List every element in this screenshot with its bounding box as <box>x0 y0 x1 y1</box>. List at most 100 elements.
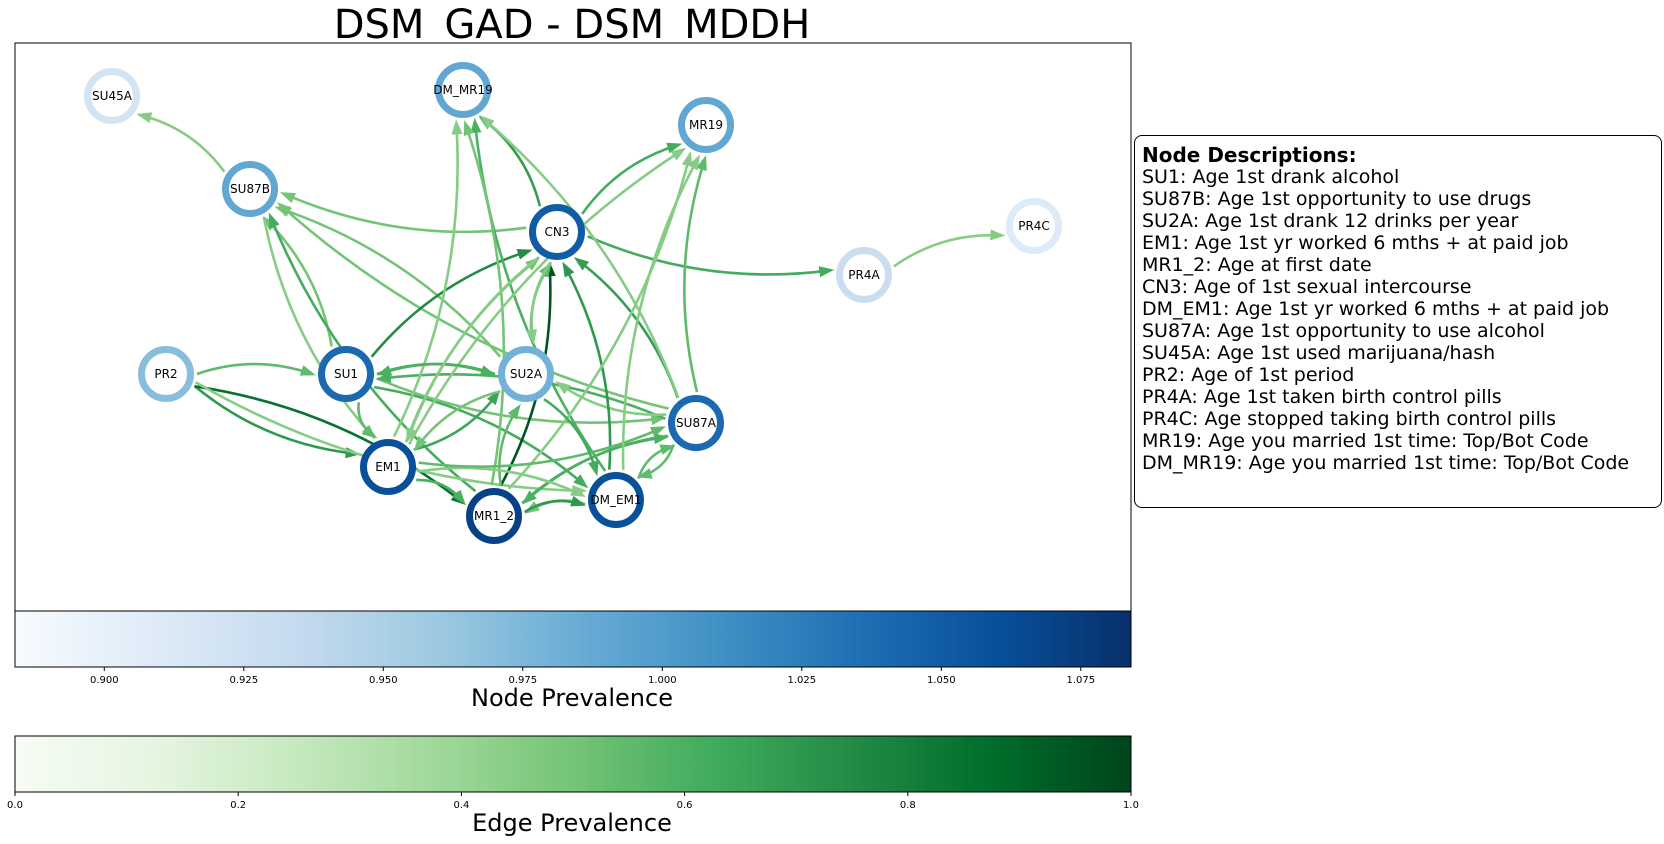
node-ring <box>84 68 140 124</box>
legend-title: Node Descriptions: <box>1142 143 1357 167</box>
node-DM_EM1: DM_EM1 <box>588 472 644 528</box>
edge-EM1-to-DM_MR19 <box>392 123 459 438</box>
colorbar-tick-label: 0.0 <box>7 800 23 811</box>
legend-item: SU87A: Age 1st opportunity to use alcoho… <box>1142 320 1545 342</box>
node-label: PR4A <box>848 268 880 282</box>
graph-panel <box>14 42 1132 612</box>
node-label: DM_MR19 <box>433 83 493 97</box>
node-colorbar-ticks: 0.900 0.925 0.950 0.975 1.000 1.025 1.050 1.075 <box>90 667 1095 686</box>
node-label: EM1 <box>375 460 401 474</box>
node-MR19: MR19 <box>678 97 734 153</box>
node-ring <box>222 161 278 217</box>
node-label: PR2 <box>154 367 177 381</box>
edge-arrowhead <box>507 403 521 420</box>
node-ring <box>318 346 374 402</box>
edge-arrowhead <box>659 444 676 455</box>
colorbar-tick-label: 0.925 <box>229 675 258 686</box>
node-SU87B: SU87B <box>222 161 278 217</box>
edge-arrowhead <box>413 435 428 452</box>
colorbar-tick-label: 0.2 <box>230 800 246 811</box>
node-SU87A: SU87A <box>668 395 724 451</box>
edge-arrowhead <box>280 192 296 204</box>
edge-EM1-to-SU87A <box>418 426 663 468</box>
node-label: SU87B <box>230 182 270 196</box>
colorbar-tick-label: 1.000 <box>648 675 677 686</box>
colorbar-tick-label: 0.6 <box>677 800 693 811</box>
node-label: CN3 <box>545 225 570 239</box>
node-ring <box>668 395 724 451</box>
node-ring <box>678 97 734 153</box>
legend-item: MR19: Age you married 1st time: Top/Bot … <box>1142 430 1589 452</box>
legend-item: EM1: Age 1st yr worked 6 mths + at paid … <box>1142 232 1569 254</box>
edge-colorbar-label: Edge Prevalence <box>472 809 672 837</box>
node-ring <box>498 346 554 402</box>
colorbar-tick-label: 1.050 <box>927 675 956 686</box>
node-ring <box>529 204 585 260</box>
edge-arrowhead <box>299 365 316 376</box>
node-colorbar-label: Node Prevalence <box>471 684 673 712</box>
graph-nodes: SU45A DM_MR19 MR19 SU87B CN3 PR4C PR4A PR2 SU1 SU… <box>84 62 1062 544</box>
edge-arrowhead <box>277 202 292 217</box>
edge-PR2-to-SU1 <box>196 362 313 376</box>
edge-arrowhead <box>990 229 1006 241</box>
node-DM_MR19: DM_MR19 <box>433 62 493 118</box>
node-PR2: PR2 <box>138 346 194 402</box>
node-SU45A: SU45A <box>84 68 140 124</box>
edge-SU87A-to-DM_MR19 <box>481 116 680 399</box>
node-prevalence-colorbar <box>14 610 1132 668</box>
node-ring <box>360 439 416 495</box>
node-SU2A: SU2A <box>498 346 554 402</box>
edge-CN3-to-EM1 <box>406 256 540 440</box>
edge-arrowhead <box>573 474 589 489</box>
edge-arrowhead <box>555 381 571 395</box>
node-EM1: EM1 <box>360 439 416 495</box>
edge-arrowhead <box>688 154 700 171</box>
edge-arrowhead <box>570 485 586 497</box>
edge-arrowhead <box>650 426 667 438</box>
colorbar-tick-label: 1.0 <box>1123 800 1139 811</box>
edge-EM1-to-DM_EM1 <box>418 466 583 497</box>
edge-arrowhead <box>670 147 687 161</box>
node-label: MR1_2 <box>474 509 514 523</box>
edge-arrowhead <box>562 261 575 278</box>
node-ring <box>588 472 644 528</box>
legend-item: SU2A: Age 1st drank 12 drinks per year <box>1142 210 1519 232</box>
edge-DM_EM1-to-DM_MR19 <box>473 121 607 472</box>
edge-PR2-to-EM1 <box>193 384 357 456</box>
node-label: SU2A <box>510 367 543 381</box>
legend-item: SU87B: Age 1st opportunity to use drugs <box>1142 188 1532 210</box>
edge-arrowhead <box>696 155 707 172</box>
legend-item: PR4A: Age 1st taken birth control pills <box>1142 386 1502 408</box>
edge-arrowhead <box>588 460 599 477</box>
edge-SU1-to-CN3 <box>370 249 530 358</box>
edge-arrowhead <box>636 468 653 479</box>
edge-arrowhead <box>486 389 501 406</box>
edge-arrowhead <box>666 142 683 154</box>
colorbar-tick-label: 0.900 <box>90 675 119 686</box>
node-label: SU45A <box>92 89 133 103</box>
colorbar-tick-label: 0.975 <box>508 675 537 686</box>
colorbar-tick-label: 0.8 <box>900 800 916 811</box>
legend-item: DM_EM1: Age 1st yr worked 6 mths + at pa… <box>1142 298 1610 320</box>
edge-arrowhead <box>570 495 587 507</box>
edge-arrowhead <box>268 212 280 229</box>
edge-arrowhead <box>479 115 495 130</box>
node-label: PR4C <box>1018 219 1050 233</box>
edge-colorbar-ticks: 0.0 0.2 0.4 0.6 0.8 1.0 <box>7 792 1139 811</box>
colorbar-tick-label: 1.075 <box>1066 675 1095 686</box>
edge-SU2A-to-SU1 <box>379 362 496 376</box>
node-label: DM_EM1 <box>590 493 641 507</box>
node-MR1_2: MR1_2 <box>466 488 522 544</box>
colorbar-tick-label: 1.025 <box>787 675 816 686</box>
edge-CN3-to-PR4A <box>587 235 831 276</box>
legend-item: PR2: Age of 1st period <box>1142 364 1355 386</box>
edge-SU2A-to-EM1 <box>415 390 501 449</box>
node-label: MR19 <box>689 118 723 132</box>
legend-item: SU45A: Age 1st used marijuana/hash <box>1142 342 1496 364</box>
edge-DM_EM1-to-MR19 <box>621 157 700 470</box>
edge-PR2-to-MR1_2 <box>194 385 464 504</box>
legend-item: CN3: Age of 1st sexual intercourse <box>1142 276 1472 298</box>
edge-arrowhead <box>526 329 537 345</box>
edge-prevalence-colorbar <box>14 735 1132 793</box>
edge-CN3-to-MR19 <box>581 143 679 215</box>
